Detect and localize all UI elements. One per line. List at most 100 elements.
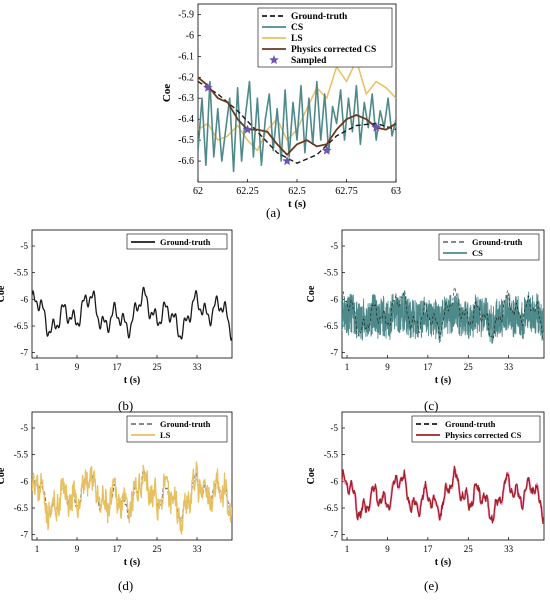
y-tick-label: -7	[331, 348, 339, 358]
x-axis-label: t (s)	[288, 198, 306, 210]
x-tick-label: 17	[423, 362, 433, 372]
sampled-star-marker	[242, 124, 253, 134]
y-tick-label: -6.5	[14, 321, 29, 331]
legend-box	[438, 233, 540, 261]
y-tick-label: -5.5	[14, 450, 29, 460]
y-tick-label: -6	[331, 476, 339, 486]
x-tick-label: 17	[113, 362, 123, 372]
y-axis-label: Coe	[0, 467, 7, 484]
x-tick-label: 1	[345, 362, 350, 372]
y-tick-label: -6	[331, 294, 339, 304]
y-tick-label: -5	[21, 241, 29, 251]
plot-area	[32, 286, 232, 341]
y-axis-label: Coe	[306, 285, 317, 302]
plot-area	[32, 461, 232, 535]
y-tick-label: -6.6	[178, 156, 194, 167]
x-tick-label: 25	[464, 362, 474, 372]
x-axis-label: t (s)	[435, 375, 451, 386]
y-axis-label: Coe	[0, 285, 7, 302]
series-ground-truth-line	[32, 286, 232, 341]
panel-b: 1 9 17 25 33 -5 -5.5 -6 -6.5 -7 t (s) Coe Ground-tru…	[0, 229, 233, 386]
y-tick-label: -6.4	[178, 114, 194, 125]
x-tick-label: 17	[113, 544, 123, 554]
x-axis-label: t (s)	[124, 557, 140, 568]
x-axis-label: t (s)	[435, 557, 451, 568]
plot-frame	[31, 229, 233, 359]
x-tick-label: 62.75	[335, 186, 358, 197]
plot-area	[198, 59, 396, 173]
y-tick-label: -6.1	[178, 51, 194, 62]
x-axis-label: t (s)	[124, 375, 140, 386]
x-tick-label: 62.25	[236, 186, 259, 197]
y-tick-label: -6	[186, 30, 194, 41]
x-tick-label: 62.5	[288, 186, 306, 197]
legend-label: CS	[472, 248, 483, 258]
legend-label: Physics corrected CS	[291, 45, 376, 55]
sampled-star-marker	[203, 82, 213, 92]
x-tick-label: 25	[464, 544, 474, 554]
x-tick-label: 9	[385, 544, 390, 554]
legend-label: Physics corrected CS	[445, 430, 522, 440]
y-axis-label: Coe	[306, 467, 317, 484]
panel-d: 1 9 17 25 33 -5 -5.5 -6 -6.5 -7 t (s) Coe Ground-tru…	[0, 411, 233, 568]
legend-label: Ground-truth	[160, 419, 211, 429]
series-physics-corrected-line	[342, 465, 544, 525]
caption-c: (c)	[424, 398, 439, 413]
y-tick-label: -6.3	[178, 93, 194, 104]
legend-label: Ground-truth	[472, 237, 523, 247]
y-tick-label: -6.5	[324, 503, 339, 513]
caption-b: (b)	[118, 398, 134, 413]
legend-label: LS	[160, 430, 171, 440]
sampled-star-marker	[321, 145, 332, 155]
legend-label: Ground-truth	[291, 12, 348, 22]
legend: Ground-truth	[126, 233, 228, 250]
y-tick-label: -6	[21, 476, 29, 486]
legend-box	[126, 233, 228, 250]
x-tick-label: 1	[345, 544, 350, 554]
x-tick-label: 33	[193, 544, 203, 554]
x-tick-label: 33	[193, 362, 203, 372]
x-tick-label: 63	[391, 186, 401, 197]
legend-box	[411, 415, 541, 443]
x-tick-label: 9	[75, 544, 80, 554]
y-axis-label: Coe	[161, 84, 173, 102]
caption-a: (a)	[266, 205, 281, 220]
x-tick-label: 17	[423, 544, 433, 554]
x-tick-label: 1	[35, 544, 40, 554]
y-tick-label: -5	[331, 241, 339, 251]
plot-area	[342, 287, 544, 344]
x-tick-label: 33	[504, 544, 514, 554]
panel-e: 1 9 17 25 33 -5 -5.5 -6 -6.5 -7 t (s) Coe Ground-tru…	[306, 411, 545, 568]
legend-label: Ground-truth	[160, 237, 211, 247]
x-tick-label: 1	[35, 362, 40, 372]
x-tick-label: 9	[385, 362, 390, 372]
y-tick-label: -5.9	[178, 9, 194, 20]
y-tick-label: -6.2	[178, 72, 194, 83]
series-cs-line	[198, 80, 396, 173]
y-tick-label: -7	[21, 530, 29, 540]
series-cs-line	[342, 290, 544, 344]
series-ls-line	[32, 461, 232, 535]
y-tick-label: -5	[331, 423, 339, 433]
legend-sampled-marker	[269, 55, 279, 64]
x-tick-label: 25	[153, 544, 163, 554]
series-physics-corrected-line	[198, 76, 396, 156]
legend-label: LS	[291, 34, 303, 44]
series-ground-truth-line	[342, 287, 544, 341]
x-tick-label: 33	[504, 362, 514, 372]
y-tick-label: -5.5	[324, 450, 339, 460]
y-tick-label: -5.5	[324, 268, 339, 278]
legend-label: CS	[291, 23, 303, 33]
caption-d: (d)	[118, 578, 134, 593]
x-tick-label: 9	[75, 362, 80, 372]
y-tick-label: -6	[21, 294, 29, 304]
panel-a: 62 62.25 62.5 62.75 63 -5.9 -6 -6.1 -6.2 -6.3 -6.4…	[161, 3, 401, 210]
y-tick-label: -7	[21, 348, 29, 358]
sampled-star-marker	[282, 156, 292, 166]
